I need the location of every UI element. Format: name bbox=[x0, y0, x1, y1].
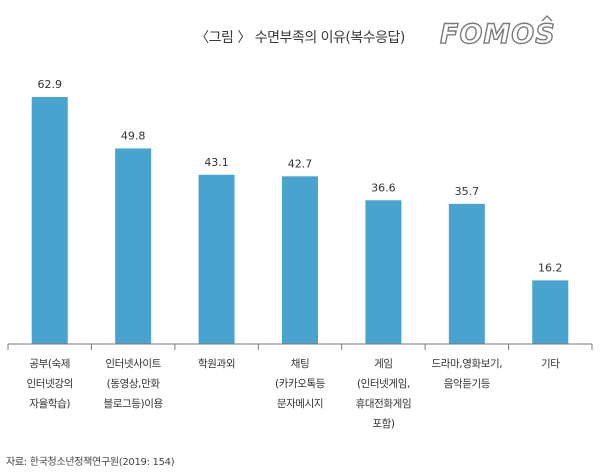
source-note: 자료: 한국청소년정책연구원(2019: 154) bbox=[6, 457, 175, 468]
category-label-line: 학원과외 bbox=[198, 358, 235, 370]
value-label-2: 49.8 bbox=[121, 129, 146, 142]
category-label-line: 드라마,영화보기, bbox=[432, 358, 503, 370]
category-label-line: 문자메시지 bbox=[277, 398, 323, 410]
category-label-7: 기타 bbox=[541, 358, 560, 370]
category-label-line: 기타 bbox=[541, 358, 560, 370]
category-label-line: 자율학습) bbox=[29, 398, 70, 410]
value-label-4: 42.7 bbox=[288, 157, 313, 170]
value-label-3: 43.1 bbox=[204, 156, 229, 169]
bar-2 bbox=[115, 148, 152, 344]
bar-1 bbox=[31, 97, 68, 344]
category-label-line: 인터넷강의 bbox=[27, 378, 73, 390]
category-label-6: 드라마,영화보기, 음악듣기등 bbox=[432, 358, 503, 390]
bar-5 bbox=[365, 200, 402, 344]
bar-3 bbox=[198, 174, 235, 344]
category-label-line: 블로그등)이용 bbox=[104, 398, 164, 410]
category-label-line: (인터넷게임, bbox=[357, 377, 410, 390]
category-label-line: 포함) bbox=[372, 418, 395, 430]
bar-7 bbox=[532, 280, 569, 344]
value-label-1: 62.9 bbox=[37, 78, 62, 91]
category-label-line: 인터넷사이트 bbox=[105, 358, 161, 370]
fomos-logo: FOMOS bbox=[439, 15, 556, 51]
bar-6 bbox=[448, 203, 485, 344]
category-label-line: (동영상,만화 bbox=[107, 378, 161, 390]
category-label-line: 음악듣기등 bbox=[444, 378, 491, 390]
category-label-line: 게임 bbox=[374, 357, 393, 370]
category-label-line: (카카오톡등 bbox=[275, 378, 326, 390]
category-label-line: 공부(숙제 bbox=[29, 358, 70, 370]
value-label-7: 16.2 bbox=[538, 261, 563, 274]
value-label-5: 36.6 bbox=[371, 181, 396, 194]
svg-text:FOMOS: FOMOS bbox=[440, 19, 556, 50]
chart-title: 〈그림 〉 수면부족의 이유(복수응답) bbox=[195, 30, 405, 46]
category-label-line: 휴대전화게임 bbox=[356, 397, 412, 410]
bar-4 bbox=[282, 176, 318, 344]
value-label-6: 35.7 bbox=[455, 185, 480, 198]
category-label-line: 채팅 bbox=[291, 358, 310, 370]
category-label-3: 학원과외 bbox=[198, 358, 235, 370]
